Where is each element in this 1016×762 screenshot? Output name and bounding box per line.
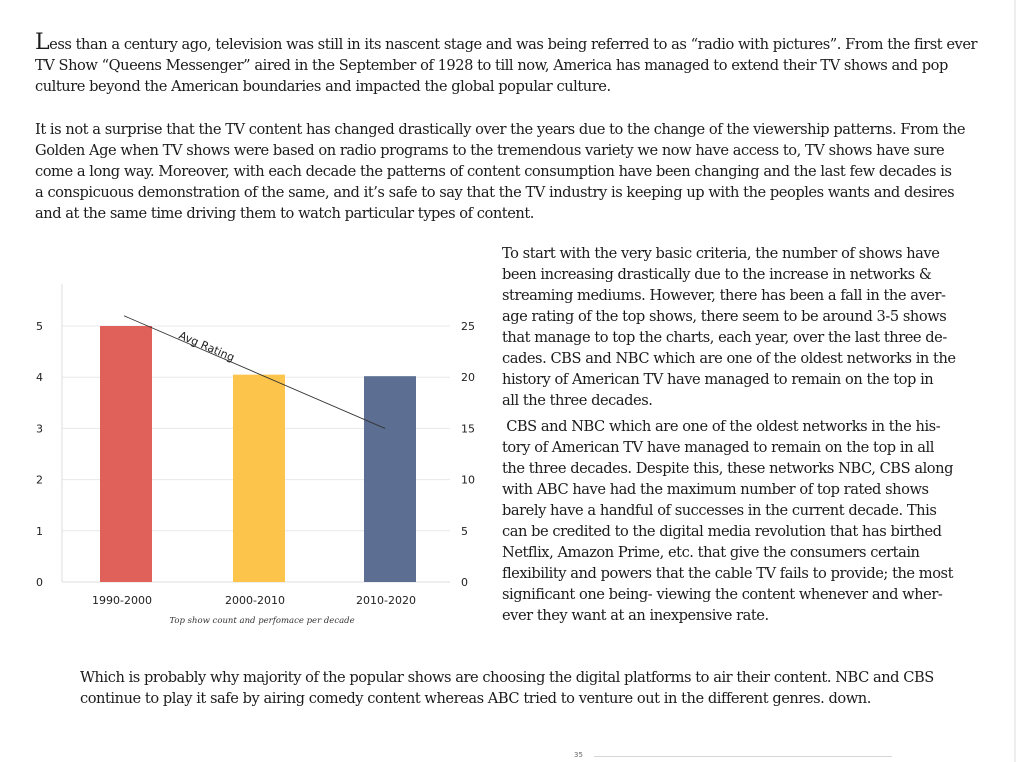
y-tick-label-right: 15 [461, 422, 475, 435]
page-edge-divider [1014, 0, 1016, 762]
y-tick-label-right: 5 [461, 525, 468, 538]
paragraph-line: Which is probably why majority of the po… [80, 669, 934, 686]
intro-line-3: culture beyond the American boundaries a… [35, 78, 611, 95]
intro-paragraph: Less than a century ago, television was … [35, 32, 977, 97]
paragraph-line: significant one being- viewing the conte… [502, 586, 943, 603]
paragraph-line: that manage to top the charts, each year… [502, 329, 947, 346]
right-column-paragraph-1: To start with the very basic criteria, t… [502, 243, 956, 411]
y-tick-label-left: 2 [36, 474, 43, 487]
y-tick-label-right: 0 [461, 576, 468, 589]
intro-line-1-text: ess than a century ago, television was s… [49, 36, 978, 53]
paragraph-line: barely have a handful of successes in th… [502, 502, 937, 519]
paragraph-line: CBS and NBC which are one of the oldest … [502, 418, 941, 435]
paragraph-line: and at the same time driving them to wat… [35, 205, 534, 222]
paragraph-line: It is not a surprise that the TV content… [35, 121, 966, 138]
bar-1990-2000 [100, 326, 152, 582]
paragraph-line: a conspicuous demonstration of the same,… [35, 184, 955, 201]
y-tick-label-right: 10 [461, 474, 475, 487]
y-tick-label-left: 5 [36, 320, 43, 333]
y-tick-label-left: 1 [36, 525, 43, 538]
paragraph-line: cades. CBS and NBC which are one of the … [502, 350, 956, 367]
avg-rating-series [123, 315, 386, 429]
intro-line-1: Less than a century ago, television was … [35, 32, 977, 55]
decade-bar-chart: 0 1 2 3 4 5 0 5 10 15 20 25 1990-2000 2000-2010 2010-2… [36, 284, 475, 626]
paragraph-line: Golden Age when TV shows were based on r… [35, 142, 945, 159]
paragraph-line: age rating of the top shows, there seem … [502, 308, 947, 325]
chart-bars [100, 326, 416, 582]
avg-rating-line [123, 315, 386, 429]
closing-paragraph: Which is probably why majority of the po… [80, 667, 950, 709]
second-paragraph: It is not a surprise that the TV content… [35, 119, 966, 224]
paragraph-line: Netflix, Amazon Prime, etc. that give th… [502, 544, 920, 561]
paragraph-line: flexibility and powers that the cable TV… [502, 565, 953, 582]
paragraph-line: come a long way. Moreover, with each dec… [35, 163, 952, 180]
x-tick-label: 2000-2010 [225, 594, 285, 607]
y-tick-label-right: 25 [461, 320, 475, 333]
footer-divider [594, 756, 892, 757]
intro-line-2: TV Show “Queens Messenger” aired in the … [35, 57, 948, 74]
y-tick-label-left: 0 [36, 576, 43, 589]
page-number: 35 [574, 751, 583, 759]
paragraph-line: tory of American TV have managed to rema… [502, 439, 934, 456]
paragraph-line: the three decades. Despite this, these n… [502, 460, 953, 477]
paragraph-line: with ABC have had the maximum number of … [502, 481, 929, 498]
paragraph-line: ever they want at an inexpensive rate. [502, 607, 769, 624]
paragraph-line: To start with the very basic criteria, t… [502, 245, 940, 262]
chart-caption: Top show count and perfomace per decade [169, 616, 354, 626]
x-tick-label: 2010-2020 [356, 594, 416, 607]
right-column-paragraph-2: CBS and NBC which are one of the oldest … [502, 416, 954, 626]
drop-cap: L [35, 30, 50, 55]
avg-rating-label: Avg Rating [177, 329, 237, 364]
paragraph-line: continue to play it safe by airing comed… [80, 690, 871, 707]
paragraph-line: streaming mediums. However, there has be… [502, 287, 946, 304]
paragraph-line: history of American TV have managed to r… [502, 371, 934, 388]
y-tick-label-left: 3 [36, 422, 43, 435]
bar-2000-2010 [233, 374, 285, 582]
x-tick-label: 1990-2000 [92, 594, 152, 607]
y-tick-label-left: 4 [36, 371, 43, 384]
y-tick-label-right: 20 [461, 371, 475, 384]
paragraph-line: been increasing drastically due to the i… [502, 266, 932, 283]
paragraph-line: all the three decades. [502, 392, 653, 409]
paragraph-line: can be credited to the digital media rev… [502, 523, 942, 540]
bar-2010-2020 [364, 376, 416, 582]
